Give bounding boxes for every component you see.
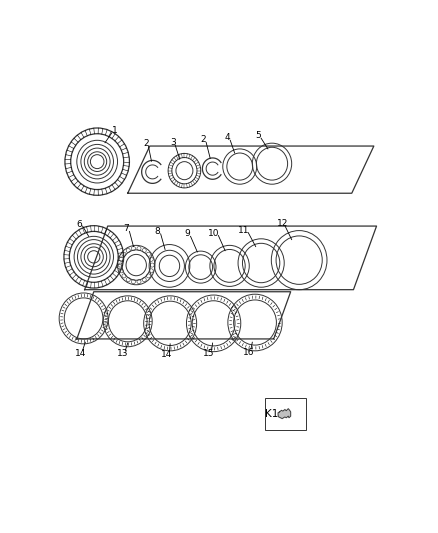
Bar [265, 398, 306, 430]
Text: 10: 10 [208, 229, 219, 238]
Text: 3: 3 [170, 138, 176, 147]
Text: 9: 9 [184, 229, 190, 238]
Text: 16: 16 [243, 348, 254, 357]
Text: 2: 2 [201, 135, 206, 144]
Text: 15: 15 [203, 349, 215, 358]
Polygon shape [278, 409, 291, 418]
Text: 11: 11 [238, 225, 250, 235]
Text: 4: 4 [225, 133, 231, 142]
Text: 12: 12 [276, 219, 288, 228]
Text: 8: 8 [154, 227, 160, 236]
Text: 6: 6 [76, 220, 82, 229]
Text: K1: K1 [265, 409, 278, 419]
Text: 1: 1 [112, 126, 118, 135]
Text: 5: 5 [255, 131, 261, 140]
Text: 14: 14 [74, 349, 86, 358]
Text: 2: 2 [144, 140, 149, 149]
Text: 7: 7 [123, 224, 129, 233]
Text: 13: 13 [117, 349, 128, 358]
Text: 14: 14 [161, 350, 173, 359]
